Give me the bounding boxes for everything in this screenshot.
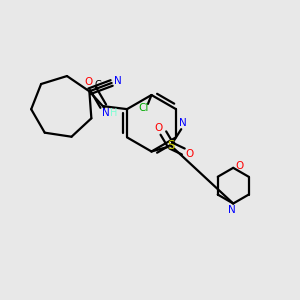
Text: Cl: Cl	[139, 103, 149, 113]
Text: H: H	[110, 108, 117, 118]
Text: N: N	[228, 205, 236, 215]
Text: O: O	[236, 161, 244, 171]
Text: N: N	[102, 108, 110, 118]
Text: O: O	[185, 149, 194, 160]
Text: O: O	[155, 123, 163, 133]
Text: N: N	[179, 118, 187, 128]
Text: O: O	[84, 77, 92, 87]
Text: C: C	[94, 80, 101, 90]
Text: S: S	[167, 139, 175, 152]
Text: N: N	[114, 76, 122, 85]
